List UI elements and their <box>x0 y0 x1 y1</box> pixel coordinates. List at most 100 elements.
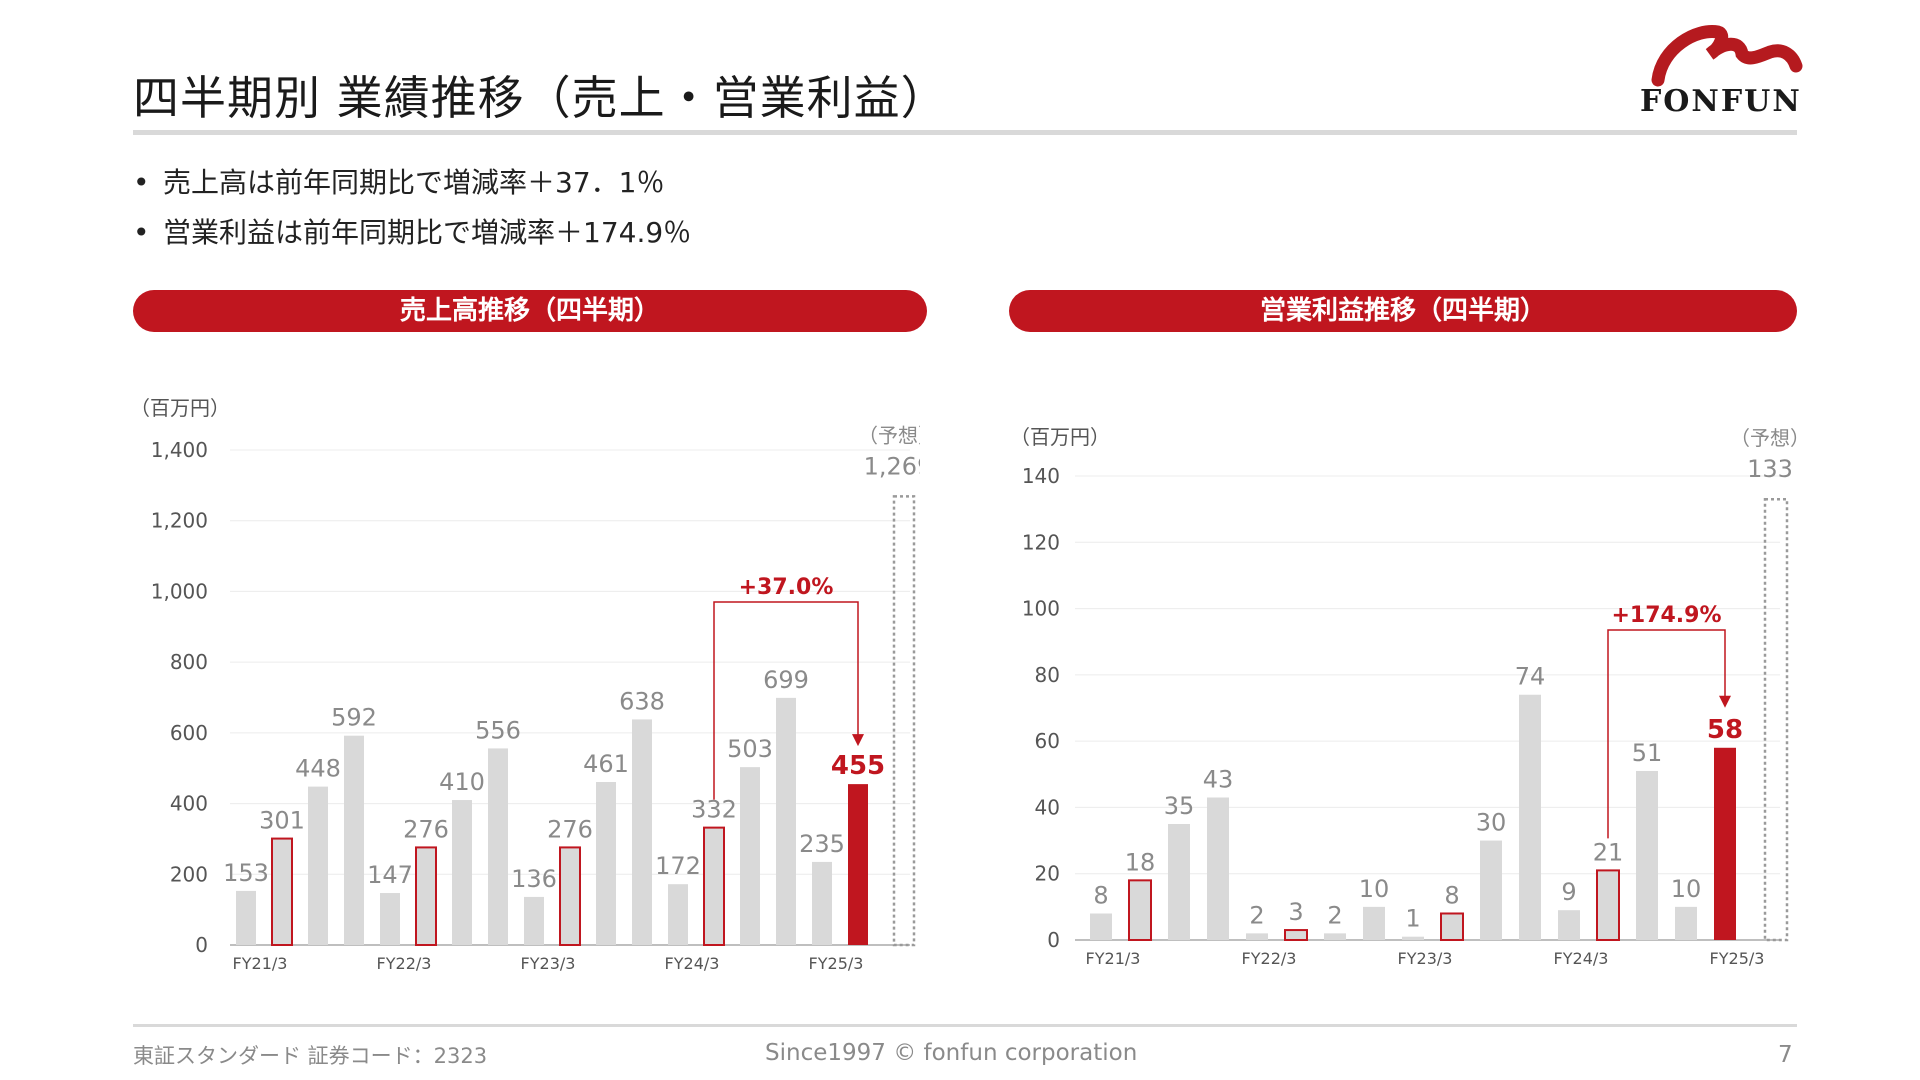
bar <box>1440 912 1464 942</box>
bar <box>1207 797 1229 940</box>
fonfun-logo-icon <box>1651 25 1803 87</box>
forecast-label: （予想） <box>1730 426 1800 450</box>
x-tick-label: FY22/3 <box>1242 949 1297 968</box>
bar-value-label: 235 <box>799 830 845 858</box>
growth-arrowhead <box>1719 695 1731 708</box>
bar <box>524 896 544 945</box>
bar-value-label: 21 <box>1593 838 1624 866</box>
title-divider <box>133 130 1797 135</box>
bar <box>703 826 725 946</box>
forecast-value-label: 133 <box>1747 455 1793 483</box>
bar-value-label: 3 <box>1288 898 1303 926</box>
bar <box>1363 906 1385 940</box>
summary-bullets: 売上高は前年同期比で増減率＋37．1％ 営業利益は前年同期比で増減率＋174.9… <box>133 158 691 258</box>
bullet-operating-profit: 営業利益は前年同期比で増減率＋174.9％ <box>133 208 691 258</box>
bar-value-label: 410 <box>439 768 485 796</box>
bar <box>488 748 508 945</box>
y-tick-label: 80 <box>1035 663 1060 687</box>
x-tick-label: FY25/3 <box>809 954 864 973</box>
bullet-sales: 売上高は前年同期比で増減率＋37．1％ <box>133 158 691 208</box>
forecast-bar <box>892 495 916 947</box>
bar <box>236 890 256 945</box>
bar <box>1090 913 1112 940</box>
bar <box>271 837 293 947</box>
bar-value-label: 136 <box>511 865 557 893</box>
bar-value-label: 332 <box>691 796 737 824</box>
bar <box>308 786 328 945</box>
bar <box>1596 869 1620 941</box>
bar-value-label: 699 <box>763 666 809 694</box>
bar <box>776 697 796 945</box>
bar <box>632 719 652 945</box>
y-tick-label: 120 <box>1022 530 1060 554</box>
y-unit-label: （百万円） <box>130 396 230 420</box>
y-tick-label: 100 <box>1022 597 1060 621</box>
bar <box>1246 933 1268 940</box>
x-tick-label: FY21/3 <box>233 954 288 973</box>
bar-value-label: 556 <box>475 716 521 744</box>
y-tick-label: 140 <box>1022 464 1060 488</box>
y-tick-label: 1,200 <box>151 509 208 533</box>
bar <box>1284 929 1308 941</box>
bar <box>1324 933 1346 940</box>
forecast-label: （予想） <box>858 423 920 447</box>
y-tick-label: 0 <box>195 933 208 957</box>
bar-value-label: 172 <box>655 852 701 880</box>
page-number: 7 <box>1778 1042 1793 1068</box>
y-tick-label: 600 <box>170 721 208 745</box>
y-tick-label: 20 <box>1035 862 1060 886</box>
x-tick-label: FY23/3 <box>521 954 576 973</box>
bar <box>559 846 581 946</box>
bar <box>1519 694 1541 940</box>
bar-current-quarter <box>848 784 868 945</box>
x-tick-label: FY22/3 <box>377 954 432 973</box>
growth-bracket <box>1607 629 1726 839</box>
copyright: Since1997 © fonfun corporation <box>765 1040 1138 1066</box>
bar-value-label: 503 <box>727 735 773 763</box>
y-tick-label: 1,000 <box>151 579 208 603</box>
bar-value-label: 51 <box>1632 739 1663 767</box>
forecast-bar <box>1763 497 1789 942</box>
bar <box>380 893 400 945</box>
bar-value-label: 276 <box>547 815 593 843</box>
x-tick-label: FY24/3 <box>1554 949 1609 968</box>
y-tick-label: 400 <box>170 792 208 816</box>
sales-chart: （百万円） 0 200 400 600 800 1,000 1,200 1,400 153 301 4… <box>120 380 920 980</box>
bar-current-quarter <box>1714 747 1736 940</box>
y-tick-label: 1,400 <box>151 438 208 462</box>
growth-bracket <box>713 601 859 800</box>
bar-value-label: 448 <box>295 755 341 783</box>
bar <box>1480 840 1502 940</box>
bar-value-label: 301 <box>259 807 305 835</box>
bar <box>1402 936 1424 940</box>
x-tick-label: FY23/3 <box>1398 949 1453 968</box>
forecast-value-label: 1,269 <box>864 452 920 480</box>
bar-value-label: 10 <box>1359 875 1390 903</box>
bar <box>1128 879 1152 942</box>
bar <box>1168 824 1190 940</box>
bar-value-label: 10 <box>1671 875 1702 903</box>
bar-value-label: 455 <box>831 751 885 781</box>
bar <box>1675 906 1697 940</box>
y-tick-label: 0 <box>1047 928 1060 952</box>
profit-chart-banner: 営業利益推移（四半期） <box>1009 290 1797 332</box>
bar-value-label: 8 <box>1093 881 1108 909</box>
bar <box>812 861 832 945</box>
x-tick-label: FY25/3 <box>1710 949 1765 968</box>
growth-rate-label: +174.9% <box>1611 603 1721 628</box>
bar <box>415 846 437 946</box>
bar <box>1558 910 1580 940</box>
operating-profit-chart: （百万円） 0 20 40 60 80 100 120 140 8 18 35 43 2 3 2 10 1 8 30 7… <box>1000 410 1800 980</box>
bar <box>1636 770 1658 940</box>
bar-value-label: 9 <box>1561 878 1576 906</box>
bar <box>344 735 364 945</box>
bar-value-label: 638 <box>619 687 665 715</box>
y-tick-label: 60 <box>1035 729 1060 753</box>
bar-value-label: 1 <box>1405 905 1420 933</box>
logo-wordmark: FONFUN <box>1640 84 1802 119</box>
bar <box>740 767 760 945</box>
sales-chart-banner: 売上高推移（四半期） <box>133 290 927 332</box>
bar-value-label: 58 <box>1707 715 1743 745</box>
growth-arrowhead <box>852 734 864 747</box>
bar-value-label: 74 <box>1515 663 1546 691</box>
